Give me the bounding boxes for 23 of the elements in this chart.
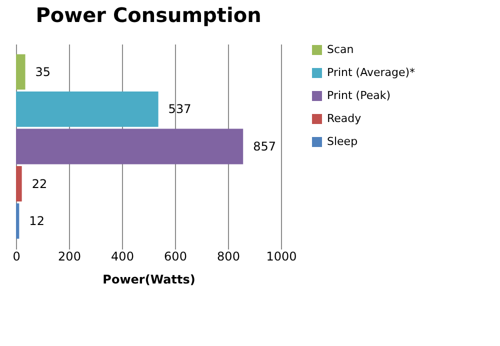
bar — [16, 92, 158, 127]
bar — [16, 128, 244, 164]
legend-label: Scan — [327, 43, 354, 56]
x-tick-label: 400 — [111, 250, 134, 264]
legend-label: Ready — [327, 112, 362, 125]
bar — [16, 203, 20, 239]
data-label: 537 — [168, 102, 192, 116]
chart-title: Power Consumption — [36, 3, 262, 27]
data-label: 35 — [35, 64, 51, 79]
data-label: 12 — [29, 214, 44, 228]
x-tick-label: 1000 — [266, 250, 297, 264]
legend-label: Print (Average)* — [327, 66, 416, 79]
x-tick-label: 200 — [58, 250, 81, 264]
bar — [16, 54, 26, 90]
x-tick-label: 0 — [12, 250, 20, 264]
data-label: 22 — [32, 176, 48, 191]
x-tick-label: 600 — [164, 250, 187, 264]
x-tick-label: 800 — [217, 250, 240, 264]
legend-label: Sleep — [327, 135, 358, 148]
legend-label: Print (Peak) — [327, 89, 391, 102]
x-axis-title: Power(Watts) — [102, 272, 196, 286]
bar — [16, 166, 22, 202]
data-label: 857 — [253, 140, 276, 154]
